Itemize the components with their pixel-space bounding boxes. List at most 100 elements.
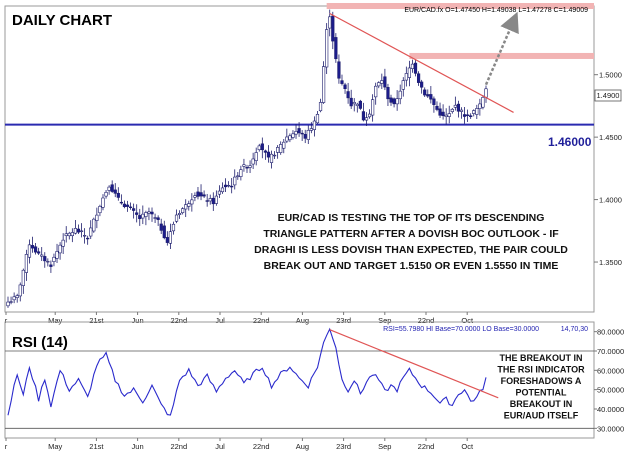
- rsi-tick-label: 80.0000: [597, 328, 624, 337]
- candle: [355, 102, 359, 113]
- candle: [291, 130, 295, 140]
- candle: [70, 228, 74, 243]
- candle: [6, 296, 10, 308]
- candle: [340, 74, 344, 86]
- candle-body: [426, 94, 430, 97]
- date-tick-label: r: [5, 442, 8, 451]
- candle: [248, 160, 252, 173]
- candle-body: [239, 169, 243, 177]
- candle-body: [438, 108, 442, 116]
- candle-body: [76, 228, 81, 233]
- candle: [282, 139, 286, 154]
- date-tick-label: Aug: [296, 316, 309, 325]
- date-tick-label: May: [48, 442, 62, 451]
- candle-body: [300, 132, 304, 135]
- candle-body: [79, 230, 84, 233]
- candle: [426, 89, 430, 98]
- candle-body: [331, 15, 335, 42]
- candle-body: [174, 214, 179, 222]
- candle-body: [459, 109, 464, 112]
- candle: [416, 71, 421, 86]
- candle-body: [208, 198, 212, 202]
- candle: [272, 151, 277, 159]
- candle-body: [64, 233, 68, 236]
- candle-body: [472, 110, 476, 114]
- candle-body: [266, 151, 271, 158]
- candle-body: [386, 87, 390, 100]
- candle: [245, 164, 249, 173]
- candle: [441, 104, 445, 120]
- candle: [187, 200, 191, 211]
- candle-body: [30, 245, 35, 249]
- candle: [147, 207, 151, 221]
- candle: [276, 145, 280, 159]
- candle-body: [466, 114, 470, 116]
- date-tick-label: Jul: [215, 316, 225, 325]
- candle: [303, 129, 307, 144]
- candle-body: [444, 114, 448, 117]
- candle: [230, 178, 234, 194]
- rsi-tick-label: 70.0000: [597, 347, 624, 356]
- candle: [113, 183, 117, 198]
- rsi-annotation-line: EUR/AUD ITSELF: [504, 411, 579, 421]
- candle: [168, 223, 172, 250]
- candle: [315, 110, 320, 125]
- candle-body: [343, 84, 347, 89]
- annotation-line: TRIANGLE PATTERN AFTER A DOVISH BOC OUTL…: [263, 228, 559, 240]
- candle: [420, 79, 424, 94]
- candle-body: [245, 167, 249, 169]
- price-tick-label: 1.5000: [599, 71, 622, 80]
- candle-body: [113, 189, 117, 194]
- candle-body: [346, 91, 350, 99]
- candle: [260, 137, 264, 159]
- candle: [236, 172, 240, 180]
- candle-body: [404, 73, 408, 81]
- candle-body: [18, 284, 22, 297]
- candle: [239, 165, 243, 181]
- candle: [15, 293, 19, 303]
- rsi-annotation-line: FORESHADOWS A: [501, 376, 582, 386]
- candle: [410, 59, 415, 73]
- candle: [107, 185, 111, 195]
- date-tick-label: 22nd: [253, 316, 270, 325]
- candle: [306, 125, 310, 144]
- candle: [361, 102, 366, 122]
- date-tick-label: r: [5, 316, 8, 325]
- candle-body: [392, 98, 396, 105]
- resistance-band-2: [326, 3, 594, 9]
- candle: [156, 215, 160, 226]
- candle-body: [27, 244, 32, 258]
- candle-body: [395, 98, 399, 105]
- candle: [318, 98, 323, 113]
- candle: [444, 108, 448, 125]
- annotation-line: DRAGHI IS LESS DOVISH THAN EXPECTED, THE…: [254, 244, 568, 256]
- candle: [83, 228, 87, 244]
- candle-body: [101, 197, 105, 208]
- candle-body: [135, 212, 139, 215]
- candle-body: [110, 184, 114, 192]
- candle: [217, 185, 222, 198]
- candle-body: [49, 264, 53, 267]
- candle: [432, 96, 436, 113]
- candle-body: [223, 184, 228, 188]
- candle-body: [227, 185, 231, 187]
- candle-body: [377, 82, 381, 87]
- candle-body: [67, 232, 71, 237]
- candle-body: [291, 133, 295, 138]
- candle-body: [159, 223, 163, 231]
- candle: [386, 83, 390, 107]
- candle: [21, 268, 25, 294]
- candle-body: [33, 246, 38, 253]
- candle-body: [181, 208, 185, 214]
- candle: [398, 84, 402, 105]
- date-tick-label: Aug: [296, 442, 309, 451]
- candle-body: [37, 251, 41, 254]
- candle-body: [104, 191, 108, 197]
- candle-body: [40, 254, 44, 257]
- rsi-annotation-line: POTENTIAL: [516, 388, 568, 398]
- candle-body: [481, 96, 485, 108]
- current-price-label: 1.4900: [597, 91, 620, 100]
- date-tick-label: Jun: [132, 442, 144, 451]
- candle: [429, 86, 433, 104]
